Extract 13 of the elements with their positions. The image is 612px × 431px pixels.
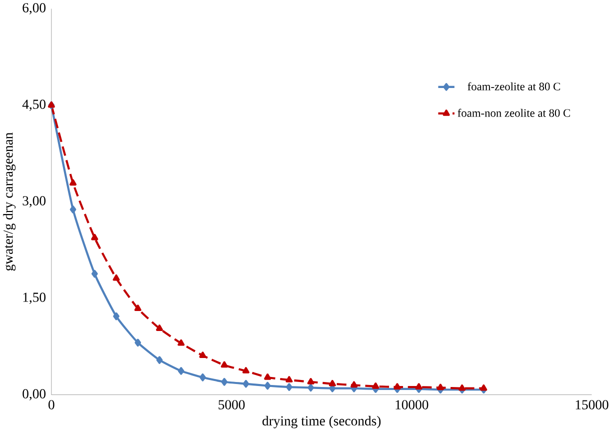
x-tick-label: 0 bbox=[48, 400, 54, 410]
x-axis-title: drying time (seconds) bbox=[262, 416, 381, 428]
y-tick-label: 3,00 bbox=[22, 196, 46, 208]
y-tick-label: 0,00 bbox=[22, 388, 46, 400]
legend-label: foam-zeolite at 80 C bbox=[468, 82, 560, 90]
y-tick-label: 1,50 bbox=[23, 292, 46, 304]
y-tick-label: 4,50 bbox=[22, 99, 46, 111]
x-tick-label: 10000 bbox=[396, 400, 428, 410]
x-tick-label: 5000 bbox=[218, 400, 245, 410]
y-tick-label: 6,00 bbox=[22, 2, 46, 14]
x-tick-label: 15000 bbox=[576, 400, 608, 410]
y-axis-title: gwater/g dry carrageenan bbox=[3, 132, 16, 270]
legend-label: foam-non zeolite at 80 C bbox=[458, 108, 570, 117]
